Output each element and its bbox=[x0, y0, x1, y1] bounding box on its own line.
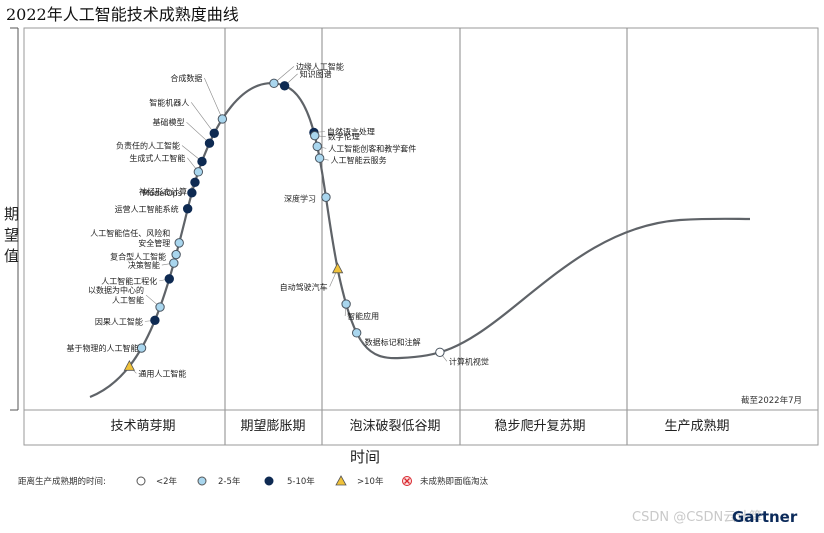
legend-label-2to5: 2-5年 bbox=[218, 476, 241, 487]
legend-label-obsolete: 未成熟即面临淘汰 bbox=[420, 476, 489, 487]
x-axis-label: 时间 bbox=[350, 448, 380, 466]
tech-marker bbox=[314, 153, 325, 163]
phase-label-innovation-trigger: 技术萌芽期 bbox=[110, 419, 175, 434]
legend-label-5to10: 5-10年 bbox=[287, 476, 315, 487]
tech-marker bbox=[190, 177, 200, 187]
legend-marker-gt10 bbox=[335, 475, 347, 486]
legend: 距离生产成熟期的时间: <2年 2-5年 5-10年 >10年 未成熟即面临淘汰 bbox=[18, 475, 489, 487]
legend-marker-2to5 bbox=[197, 476, 207, 486]
tech-label: 复合型人工智能 bbox=[110, 252, 166, 262]
tech-marker bbox=[341, 299, 351, 309]
tech-label: 因果人工智能 bbox=[95, 316, 143, 326]
tech-marker bbox=[279, 81, 290, 91]
tech-marker bbox=[321, 192, 331, 202]
tech-marker bbox=[150, 315, 160, 326]
tech-label: 基于物理的人工智能 bbox=[67, 343, 139, 353]
hype-curve bbox=[89, 82, 751, 399]
tech-marker bbox=[174, 238, 184, 248]
y-axis-label-2: 望 bbox=[4, 226, 19, 244]
tech-marker bbox=[136, 343, 147, 353]
phase-label-trough: 泡沫破裂低谷期 bbox=[349, 419, 440, 434]
phase-separators bbox=[224, 28, 628, 445]
phase-label-slope: 稳步爬升复苏期 bbox=[494, 418, 585, 434]
tech-label: 通用人工智能 bbox=[138, 368, 186, 378]
tech-marker bbox=[193, 167, 204, 177]
leader-line bbox=[204, 77, 223, 120]
tech-label: 深度学习 bbox=[284, 193, 316, 203]
tech-label: 基础模型 bbox=[152, 117, 184, 127]
tech-label: 人工智能信任、风险和安全管理 bbox=[90, 228, 170, 248]
tech-label: 人工智能创客和教学套件 bbox=[328, 143, 416, 153]
tech-marker bbox=[435, 347, 445, 357]
tech-marker bbox=[187, 188, 197, 198]
tech-marker bbox=[197, 156, 207, 167]
tech-label: 人工智能云服务 bbox=[331, 155, 387, 165]
tech-label: 自动驾驶汽车 bbox=[280, 282, 328, 292]
tech-label: 数字伦理 bbox=[328, 132, 360, 142]
tech-label: 运营人工智能系统 bbox=[115, 204, 179, 214]
legend-title: 距离生产成熟期的时间: bbox=[18, 476, 106, 487]
tech-marker bbox=[209, 128, 219, 138]
tech-marker bbox=[164, 274, 174, 284]
y-axis-label-3: 值 bbox=[4, 247, 19, 265]
tech-marker bbox=[312, 141, 322, 152]
y-axis bbox=[10, 27, 19, 411]
tech-marker bbox=[310, 130, 320, 141]
tech-label: 神经形态计算 bbox=[139, 186, 187, 196]
tech-marker bbox=[269, 78, 279, 89]
tech-label: 负责任的人工智能 bbox=[116, 140, 180, 150]
tech-label: 人工智能工程化 bbox=[101, 276, 157, 286]
tech-marker bbox=[171, 249, 181, 260]
tech-label: 自然语言处理 bbox=[327, 126, 375, 136]
legend-marker-obsolete-x2 bbox=[404, 478, 410, 484]
legend-label-lt2: <2年 bbox=[156, 476, 178, 487]
tech-marker bbox=[169, 258, 179, 268]
tech-label: 合成数据 bbox=[170, 73, 202, 83]
tech-marker bbox=[123, 359, 136, 371]
legend-marker-5to10 bbox=[264, 476, 274, 486]
tech-label: 生成式人工智能 bbox=[129, 153, 185, 163]
tech-label: 决策智能 bbox=[128, 260, 160, 270]
tech-marker bbox=[331, 262, 344, 274]
tech-label: 智能应用 bbox=[347, 311, 379, 321]
tech-marker bbox=[217, 114, 228, 124]
tech-label: 边缘人工智能 bbox=[296, 61, 344, 71]
leader-lines bbox=[129, 66, 448, 374]
leader-line bbox=[186, 121, 210, 144]
tech-label: 智能机器人 bbox=[149, 97, 189, 107]
y-axis-label-1: 期 bbox=[4, 205, 19, 223]
tech-label: 计算机视觉 bbox=[449, 356, 489, 366]
phase-label-plateau: 生产成熟期 bbox=[664, 418, 729, 434]
chart-title: 2022年人工智能技术成熟度曲线 bbox=[6, 5, 239, 24]
legend-label-gt10: >10年 bbox=[357, 476, 384, 487]
phase-label-peak: 期望膨胀期 bbox=[240, 418, 305, 434]
watermark-text: CSDN @CSDN云计算 bbox=[632, 510, 762, 525]
tech-label: 知识图谱 bbox=[300, 69, 332, 79]
gartner-logo: Gartner bbox=[732, 508, 798, 526]
tech-marker bbox=[204, 138, 215, 148]
tech-marker bbox=[351, 328, 362, 338]
phase-band bbox=[23, 409, 819, 446]
tech-label: ModelOps bbox=[142, 189, 182, 198]
tech-marker bbox=[155, 302, 165, 312]
legend-marker-lt2 bbox=[136, 476, 146, 486]
tech-marker bbox=[182, 204, 193, 214]
tech-label: 数据标记和注解 bbox=[365, 337, 421, 347]
technology-markers bbox=[123, 78, 445, 371]
leader-line bbox=[191, 102, 215, 134]
as-of-note: 截至2022年7月 bbox=[741, 395, 802, 406]
tech-label: 以数据为中心的人工智能 bbox=[88, 285, 144, 305]
